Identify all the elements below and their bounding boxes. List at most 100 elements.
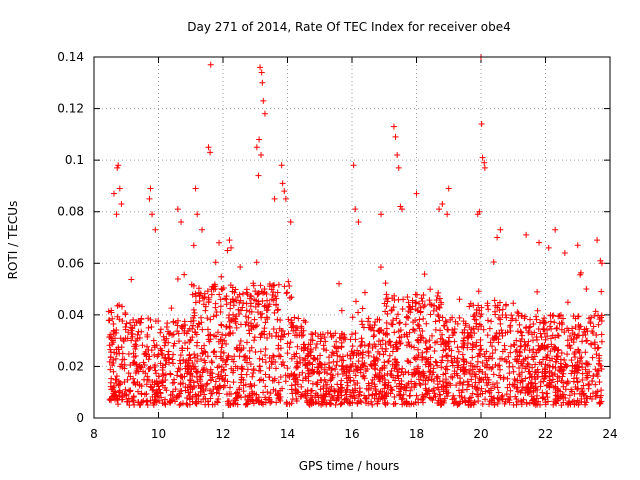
- background-point: [147, 364, 154, 371]
- background-point: [489, 364, 496, 371]
- background-point: [384, 400, 391, 407]
- background-point: [262, 371, 269, 378]
- background-point: [344, 379, 351, 386]
- background-point: [171, 379, 178, 386]
- background-point: [524, 384, 531, 391]
- background-point: [262, 352, 269, 359]
- background-point: [501, 356, 508, 363]
- background-point: [194, 324, 201, 331]
- background-point: [281, 331, 288, 338]
- background-point: [527, 380, 534, 387]
- background-point: [310, 369, 317, 376]
- background-point: [312, 390, 319, 397]
- background-point: [444, 366, 451, 373]
- background-point: [201, 348, 208, 355]
- background-point: [220, 384, 227, 391]
- background-point: [530, 320, 537, 327]
- background-point: [121, 361, 128, 368]
- background-point: [500, 374, 507, 381]
- background-point: [309, 361, 316, 368]
- background-point: [347, 355, 354, 362]
- background-point: [409, 371, 416, 378]
- background-point: [266, 365, 273, 372]
- background-point: [317, 360, 324, 367]
- background-point: [426, 297, 433, 304]
- data-point: [260, 97, 267, 104]
- background-point: [398, 396, 405, 403]
- background-point: [128, 276, 135, 283]
- background-point: [477, 313, 484, 320]
- background-point: [541, 365, 548, 372]
- background-point: [530, 349, 537, 356]
- background-point: [339, 362, 346, 369]
- background-point: [577, 271, 584, 278]
- background-point: [548, 335, 555, 342]
- background-point: [257, 311, 264, 318]
- background-point: [219, 286, 226, 293]
- background-point: [582, 366, 589, 373]
- background-point: [478, 385, 485, 392]
- background-point: [131, 322, 138, 329]
- background-point: [438, 401, 445, 408]
- background-point: [169, 356, 176, 363]
- background-point: [226, 324, 233, 331]
- background-point: [482, 371, 489, 378]
- background-point: [389, 348, 396, 355]
- background-point: [430, 394, 437, 401]
- y-tick-label: 0.1: [65, 153, 84, 167]
- background-point: [484, 374, 491, 381]
- background-point: [553, 358, 560, 365]
- background-point: [433, 296, 440, 303]
- background-point: [405, 299, 412, 306]
- background-point: [573, 334, 580, 341]
- background-point: [506, 359, 513, 366]
- background-point: [115, 346, 122, 353]
- background-point: [150, 337, 157, 344]
- background-point: [544, 390, 551, 397]
- background-point: [358, 335, 365, 342]
- background-point: [199, 295, 206, 302]
- background-point: [105, 308, 112, 315]
- background-point: [284, 289, 291, 296]
- data-point: [545, 244, 552, 251]
- background-point: [584, 374, 591, 381]
- background-point: [396, 338, 403, 345]
- background-point: [445, 338, 452, 345]
- background-point: [179, 347, 186, 354]
- background-point: [430, 385, 437, 392]
- background-point: [420, 303, 427, 310]
- background-point: [118, 361, 125, 368]
- background-point: [328, 376, 335, 383]
- y-tick-label: 0.14: [57, 50, 84, 64]
- background-point: [233, 324, 240, 331]
- background-point: [259, 356, 266, 363]
- background-point: [124, 335, 131, 342]
- data-point: [228, 244, 235, 251]
- background-point: [187, 377, 194, 384]
- background-point: [315, 364, 322, 371]
- background-point: [534, 288, 541, 295]
- background-point: [406, 342, 413, 349]
- background-point: [288, 355, 295, 362]
- background-point: [317, 377, 324, 384]
- background-point: [434, 375, 441, 382]
- background-point: [249, 373, 256, 380]
- background-point: [224, 378, 231, 385]
- background-point: [279, 327, 286, 334]
- background-point: [528, 379, 535, 386]
- background-point: [597, 362, 604, 369]
- background-point: [242, 321, 249, 328]
- background-point: [489, 381, 496, 388]
- background-point: [109, 362, 116, 369]
- background-point: [255, 301, 262, 308]
- background-point: [420, 372, 427, 379]
- background-point: [225, 331, 232, 338]
- background-point: [219, 340, 226, 347]
- background-point: [226, 323, 233, 330]
- background-point: [277, 397, 284, 404]
- background-point: [583, 370, 590, 377]
- background-point: [262, 383, 269, 390]
- background-point: [232, 397, 239, 404]
- background-point: [554, 325, 561, 332]
- background-point: [389, 306, 396, 313]
